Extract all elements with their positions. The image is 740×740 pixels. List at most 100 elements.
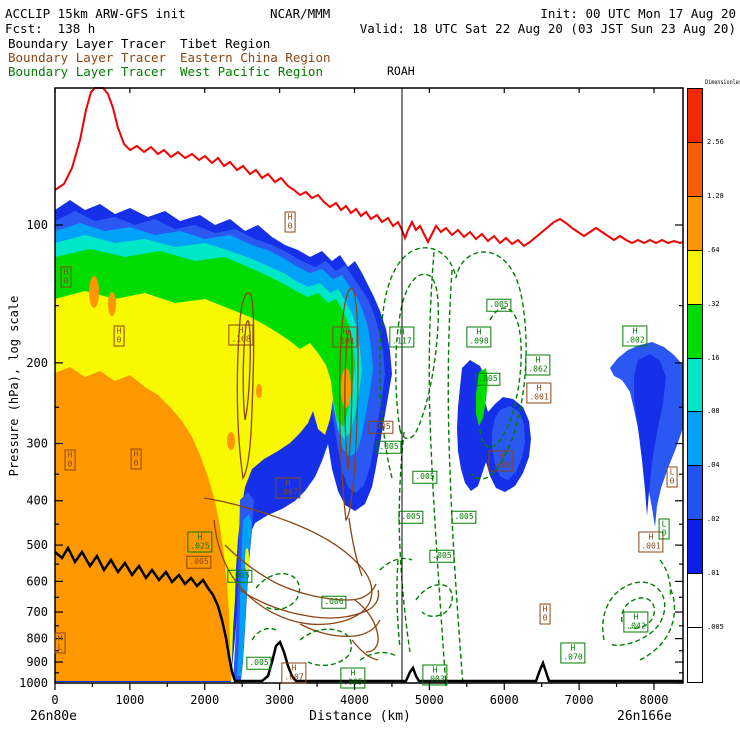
colorbar-segment [688,466,702,521]
legend-region-name: Eastern China Region [180,50,331,65]
tick-label: 400 [26,494,48,508]
contour-label: H .007 [281,662,307,684]
contour-label: .005 [186,555,212,569]
model-title: ACCLIP 15km ARW-GFS init [5,6,186,21]
tick-label: 2000 [190,693,219,707]
tick-label: 500 [26,538,48,552]
legend-tracer-name: Boundary Layer Tracer [8,64,167,79]
legend-tracer-name: Boundary Layer Tracer [8,36,167,51]
tick-label: 5000 [415,693,444,707]
contour-label: H .062 [525,354,551,376]
colorbar-title: Dimensionless [705,79,740,86]
init-time: Init: 00 UTC Mon 17 Aug 20 [540,6,736,21]
eastern-china-contours [203,288,381,661]
contour-label: H .001 [638,531,664,553]
contour-label: H 0 [539,603,551,625]
contour-label: H 0 [130,448,142,470]
colorbar-tick-label: .64 [707,245,720,254]
colorbar-tick-label: .01 [707,569,720,578]
tick-label: 700 [26,605,48,619]
colorbar-tick-label: .08 [707,407,720,416]
contour-label: L 0 [658,518,670,540]
colorbar-tick-label: .04 [707,461,720,470]
contour-label: H .117 [389,326,415,348]
west-pacific-contours [251,247,676,687]
colorbar-tick-label: 1.28 [707,191,724,200]
tick-label: 7000 [565,693,594,707]
contour-label: H .098 [466,326,492,348]
tick-label: 100 [26,218,48,232]
x-axis-label: Distance (km) [309,709,411,724]
contour-label: .006 [321,595,347,609]
colorbar-segment [688,628,702,682]
contour-label: H .005 [340,667,366,689]
tick-label: 1000 [19,676,48,690]
tick-label: 1000 [115,693,144,707]
colorbar-segment [688,196,702,251]
axis-ticks: 0 1000 2000 3000 4000 5000 6000 7000 80001002003… [19,88,683,707]
contour-label: .005 [246,656,272,670]
valid-time: Valid: 18 UTC Sat 22 Aug 20 (03 JST Sun … [359,21,736,36]
contour-label: H .101 [332,326,358,348]
tick-label: 200 [26,356,48,370]
terrain-profile [54,545,683,683]
colorbar-segment [688,304,702,359]
tick-label: 0 [51,693,58,707]
tick-label: 800 [26,632,48,646]
colorbar-segment [688,142,702,197]
contour-label: H 0 [64,449,76,471]
contour-label: H .007 [275,477,301,499]
tick-label: 8000 [640,693,669,707]
left-endpoint-coordinate: 26n80e [30,709,77,724]
colorbar-segment [688,520,702,575]
contour-label: .005 [486,298,512,312]
contour-label: H .042 [623,611,649,633]
contour-label: H .001 [488,450,514,472]
colorbar [687,88,703,683]
contour-label: H .003 [422,664,448,686]
contour-label: H L [54,632,66,654]
tick-label: 300 [26,437,48,451]
contour-label: H .168 [228,324,254,346]
forecast-hour: Fcst: 138 h [5,21,96,36]
colorbar-tick-label: 2.56 [707,137,724,146]
contour-label: H 0 [60,266,72,288]
contour-label: .005 [475,372,501,386]
contour-label: .005 [412,470,438,484]
contour-label: H .070 [560,642,586,664]
tick-label: 4000 [340,693,369,707]
contour-label: .005 [227,569,253,583]
colorbar-segment [688,250,702,305]
legend-region-name: Tibet Region [180,36,271,51]
y-axis-label: Pressure (hPa), log scale [7,295,21,477]
contour-label: .005 [429,549,455,563]
colorbar-tick-label: .32 [707,299,720,308]
tick-label: 6000 [490,693,519,707]
tick-label: 3000 [265,693,294,707]
colorbar-segment [688,358,702,413]
center-name: NCAR/MMM [270,6,331,21]
colorbar-segment [688,89,702,143]
right-endpoint-coordinate: 26n166e [617,709,672,724]
contour-label: .005 [376,440,402,454]
tropopause-line [54,87,684,248]
legend-row: Boundary Layer Tracer Eastern China Regio… [8,50,331,65]
contour-label: H .025 [187,531,213,553]
legend-row: Boundary Layer Tracer West Pacific Region [8,64,323,79]
contour-label: L 0 [666,466,678,488]
colorbar-tick-label: .02 [707,515,720,524]
legend-region-name: West Pacific Region [180,64,323,79]
station-label: ROAH [387,64,415,78]
legend-tracer-name: Boundary Layer Tracer [8,50,167,65]
tick-label: 900 [26,655,48,669]
tick-label: 600 [26,574,48,588]
colorbar-tick-label: .005 [707,623,724,632]
colorbar-tick-label: .16 [707,353,720,362]
colorbar-segment [688,574,702,629]
contour-label: H 0 [113,325,125,347]
contour-label: H .001 [526,382,552,404]
colorbar-segment [688,412,702,467]
legend-row: Boundary Layer Tracer Tibet Region [8,36,270,51]
